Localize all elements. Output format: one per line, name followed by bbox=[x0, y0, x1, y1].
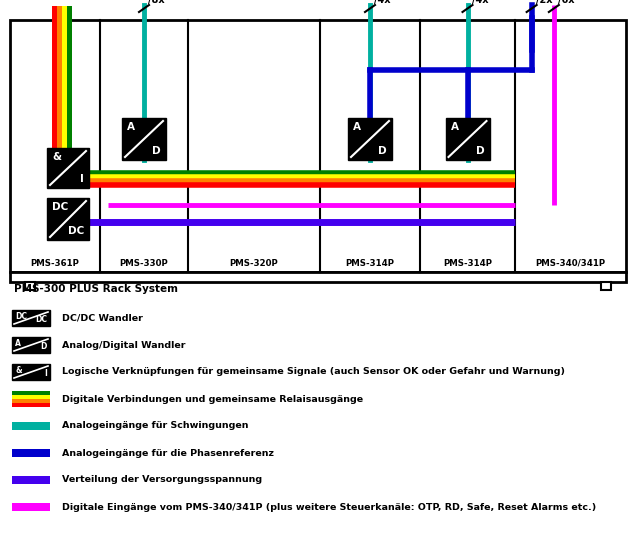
Text: /4x: /4x bbox=[374, 0, 391, 5]
Text: D: D bbox=[476, 146, 485, 156]
Text: Verteilung der Versorgungsspannung: Verteilung der Versorgungsspannung bbox=[62, 475, 262, 485]
Bar bbox=[67, 6, 72, 176]
Text: &: & bbox=[52, 152, 61, 162]
Text: DC: DC bbox=[52, 202, 68, 212]
Bar bbox=[12, 310, 50, 326]
Bar bbox=[348, 118, 392, 160]
Text: Analogeingänge für die Phasenreferenz: Analogeingänge für die Phasenreferenz bbox=[62, 449, 274, 457]
Text: DC/DC Wandler: DC/DC Wandler bbox=[62, 313, 143, 323]
Bar bbox=[12, 403, 50, 407]
Bar bbox=[445, 118, 490, 160]
Bar bbox=[57, 6, 62, 176]
Bar bbox=[12, 476, 50, 484]
Text: Digitale Eingänge vom PMS-340/341P (plus weitere Steuerkanäle: OTP, RD, Safe, Re: Digitale Eingänge vom PMS-340/341P (plus… bbox=[62, 503, 597, 511]
Text: D: D bbox=[378, 146, 387, 156]
Text: A: A bbox=[15, 339, 21, 348]
Text: DC: DC bbox=[68, 226, 84, 236]
Text: PMS-314P: PMS-314P bbox=[443, 259, 492, 268]
Bar bbox=[12, 503, 50, 511]
Text: Analogeingänge für Schwingungen: Analogeingänge für Schwingungen bbox=[62, 422, 249, 430]
Bar bbox=[62, 6, 67, 176]
Text: Logische Verknüpfungen für gemeinsame Signale (auch Sensor OK oder Gefahr und Wa: Logische Verknüpfungen für gemeinsame Si… bbox=[62, 368, 565, 376]
Text: I: I bbox=[44, 369, 47, 378]
Bar bbox=[12, 391, 50, 395]
Text: /8x: /8x bbox=[148, 0, 165, 5]
Text: DC: DC bbox=[35, 315, 47, 324]
Bar bbox=[52, 6, 57, 176]
Bar bbox=[10, 272, 626, 282]
Text: DC: DC bbox=[15, 312, 27, 321]
Bar bbox=[12, 399, 50, 403]
Bar bbox=[12, 449, 50, 457]
Text: PMS-320P: PMS-320P bbox=[230, 259, 279, 268]
Text: I: I bbox=[80, 174, 84, 184]
Text: PMS-330P: PMS-330P bbox=[120, 259, 169, 268]
Bar bbox=[47, 198, 89, 240]
Text: A: A bbox=[450, 122, 459, 132]
Bar bbox=[12, 422, 50, 430]
Text: /4x: /4x bbox=[471, 0, 488, 5]
Bar bbox=[12, 364, 50, 380]
Bar bbox=[12, 395, 50, 399]
Text: D: D bbox=[153, 146, 161, 156]
Bar bbox=[25, 282, 35, 290]
Text: /6x: /6x bbox=[558, 0, 574, 5]
Text: D: D bbox=[41, 342, 47, 351]
Text: PMS-340/341P: PMS-340/341P bbox=[536, 259, 605, 268]
Text: A: A bbox=[353, 122, 361, 132]
Text: PMS-300 PLUS Rack System: PMS-300 PLUS Rack System bbox=[14, 284, 178, 294]
Bar bbox=[10, 20, 626, 272]
Bar bbox=[122, 118, 166, 160]
Text: A: A bbox=[127, 122, 135, 132]
Bar bbox=[12, 337, 50, 353]
Text: Digitale Verbindungen und gemeinsame Relaisausgänge: Digitale Verbindungen und gemeinsame Rel… bbox=[62, 394, 363, 404]
Text: PMS-314P: PMS-314P bbox=[345, 259, 394, 268]
Text: /2x: /2x bbox=[536, 0, 552, 5]
Text: PMS-361P: PMS-361P bbox=[31, 259, 80, 268]
Bar bbox=[601, 282, 611, 290]
Text: Analog/Digital Wandler: Analog/Digital Wandler bbox=[62, 340, 186, 350]
Bar bbox=[47, 148, 89, 188]
Text: &: & bbox=[15, 366, 22, 375]
